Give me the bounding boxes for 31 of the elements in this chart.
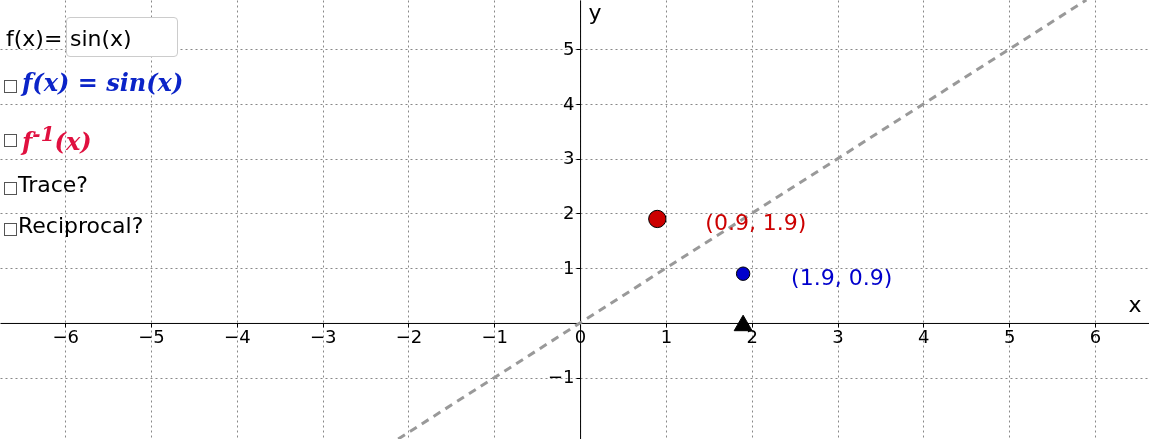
x-tick-label: −6 [52,326,79,348]
annotation: f$^{-1}$(x) [22,122,92,156]
annotation: Reciprocal? [18,213,144,238]
y-tick-label: 5 [563,37,575,59]
data-label: (0.9, 1.9) [705,209,807,235]
y-tick-label: 4 [563,92,575,114]
x-tick-label: −5 [138,326,165,348]
x-tick-label: −3 [309,326,337,348]
point [648,209,667,229]
x-axis-title: x [1128,292,1142,318]
y-axis-title: y [588,0,602,25]
annotation: sin(x) [70,26,132,51]
y-tick-label: 3 [563,147,575,169]
annotation: Trace? [18,172,89,197]
x-tick-label: 5 [1003,326,1016,348]
x-tick-label: 2 [746,326,758,348]
x-tick-label: 1 [660,326,673,348]
data-label: (1.9, 0.9) [791,264,893,290]
y-tick-label: 1 [563,256,575,278]
x-tick-label: −2 [395,326,423,348]
x-tick-label: −1 [481,326,509,348]
x-tick-label: 3 [832,326,844,348]
x-tick-label: 4 [918,326,930,348]
point [733,314,753,332]
x-tick-label: −4 [224,326,251,348]
point [735,266,751,281]
y-tick-label: −1 [548,366,575,388]
y-tick-label: 2 [563,201,575,223]
annotation: f(x)= [6,26,63,51]
annotation: f(x) = sin(x) [22,68,184,97]
x-tick-label: 6 [1089,326,1102,348]
